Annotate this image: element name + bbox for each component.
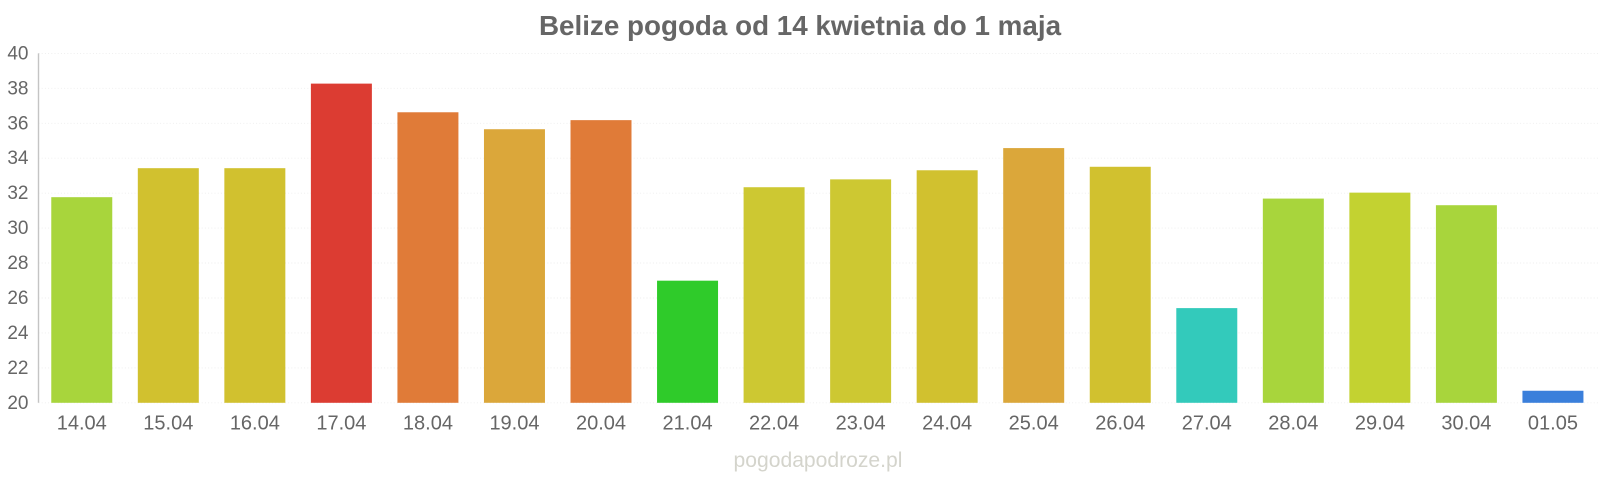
svg-text:40: 40	[7, 43, 28, 64]
svg-text:20.04: 20.04	[576, 412, 626, 434]
svg-text:25.04: 25.04	[1009, 412, 1059, 434]
svg-text:38: 38	[7, 78, 28, 99]
svg-text:24: 24	[7, 323, 29, 344]
svg-text:19.04: 19.04	[489, 412, 539, 434]
svg-text:14.04: 14.04	[57, 412, 107, 434]
svg-text:32: 32	[7, 183, 28, 204]
svg-text:23.04: 23.04	[836, 412, 886, 434]
svg-text:22: 22	[7, 358, 28, 379]
svg-text:26: 26	[7, 288, 28, 309]
svg-text:28.04: 28.04	[1268, 412, 1318, 434]
svg-text:27.04: 27.04	[1182, 412, 1232, 434]
svg-text:22.04: 22.04	[749, 412, 799, 434]
svg-text:29.04: 29.04	[1355, 412, 1405, 434]
svg-text:15.04: 15.04	[143, 412, 193, 434]
svg-text:24.04: 24.04	[922, 412, 972, 434]
svg-text:18.04: 18.04	[403, 412, 453, 434]
svg-text:26.04: 26.04	[1095, 412, 1145, 434]
svg-text:36: 36	[7, 113, 28, 134]
svg-text:20: 20	[7, 393, 28, 414]
svg-text:21.04: 21.04	[663, 412, 713, 434]
svg-text:16.04: 16.04	[230, 412, 280, 434]
svg-text:34: 34	[7, 148, 29, 169]
svg-text:01.05: 01.05	[1528, 412, 1578, 434]
svg-text:30: 30	[7, 218, 28, 239]
svg-text:28: 28	[7, 253, 28, 274]
svg-text:30.04: 30.04	[1441, 412, 1491, 434]
svg-text:17.04: 17.04	[316, 412, 366, 434]
